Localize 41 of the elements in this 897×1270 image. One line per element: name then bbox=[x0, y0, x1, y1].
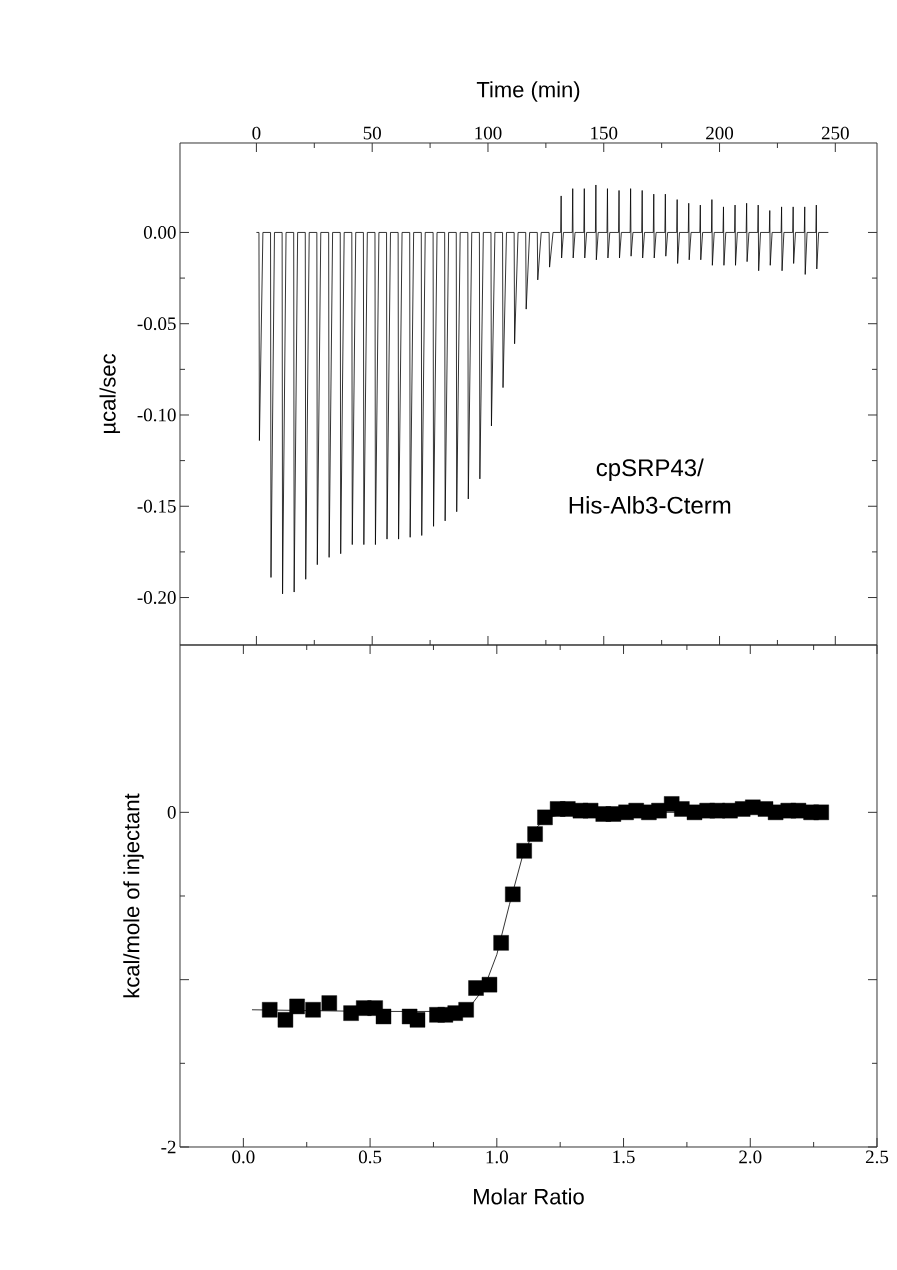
x-tick-label: 1.5 bbox=[613, 1150, 635, 1164]
x-tick-label: 100 bbox=[475, 126, 502, 140]
point bbox=[409, 1012, 426, 1028]
annotation: His-Alb3-Cterm bbox=[569, 496, 731, 514]
point bbox=[481, 976, 498, 993]
x-tick-label: 50 bbox=[363, 126, 381, 140]
y-tick-label: 0 bbox=[167, 805, 176, 819]
x-tick-label: 200 bbox=[706, 126, 734, 140]
point bbox=[305, 1002, 321, 1018]
x-tick-label: 0 bbox=[252, 126, 261, 140]
point bbox=[262, 1002, 278, 1018]
point bbox=[527, 826, 543, 842]
x-tick-label: 1.0 bbox=[486, 1150, 508, 1164]
point bbox=[505, 886, 521, 903]
point bbox=[289, 998, 305, 1015]
y-tick-label: -0.20 bbox=[137, 591, 176, 604]
line-series bbox=[256, 184, 829, 595]
point bbox=[375, 1008, 392, 1025]
point bbox=[516, 843, 532, 859]
y-axis-title: µcal/sec bbox=[99, 354, 121, 434]
x-tick-label: 0.0 bbox=[232, 1150, 255, 1164]
y-tick-label: -0.10 bbox=[137, 408, 176, 422]
y-tick-label: -0.05 bbox=[137, 317, 176, 331]
point bbox=[493, 935, 509, 951]
x-tick-label: 0.5 bbox=[358, 1150, 382, 1164]
y-tick-label: 0.00 bbox=[143, 226, 176, 239]
point bbox=[321, 995, 337, 1011]
point bbox=[537, 809, 553, 826]
x-tick-label: 150 bbox=[591, 126, 618, 140]
point bbox=[277, 1012, 294, 1028]
annotation: cpSRP43/ bbox=[596, 458, 704, 481]
point bbox=[458, 1002, 474, 1018]
x-axis-title: Molar Ratio bbox=[474, 1188, 584, 1205]
x-axis-title: Time (min) bbox=[476, 81, 580, 102]
y-axis-title: kcal/mole of injectant bbox=[123, 793, 144, 998]
point bbox=[813, 804, 829, 821]
y-tick-label: -0.15 bbox=[137, 499, 176, 513]
x-tick-label: 2.0 bbox=[739, 1150, 762, 1164]
x-tick-label: 2.5 bbox=[865, 1150, 889, 1164]
y-tick-label: -2 bbox=[161, 1140, 176, 1154]
x-tick-label: 250 bbox=[821, 126, 849, 140]
